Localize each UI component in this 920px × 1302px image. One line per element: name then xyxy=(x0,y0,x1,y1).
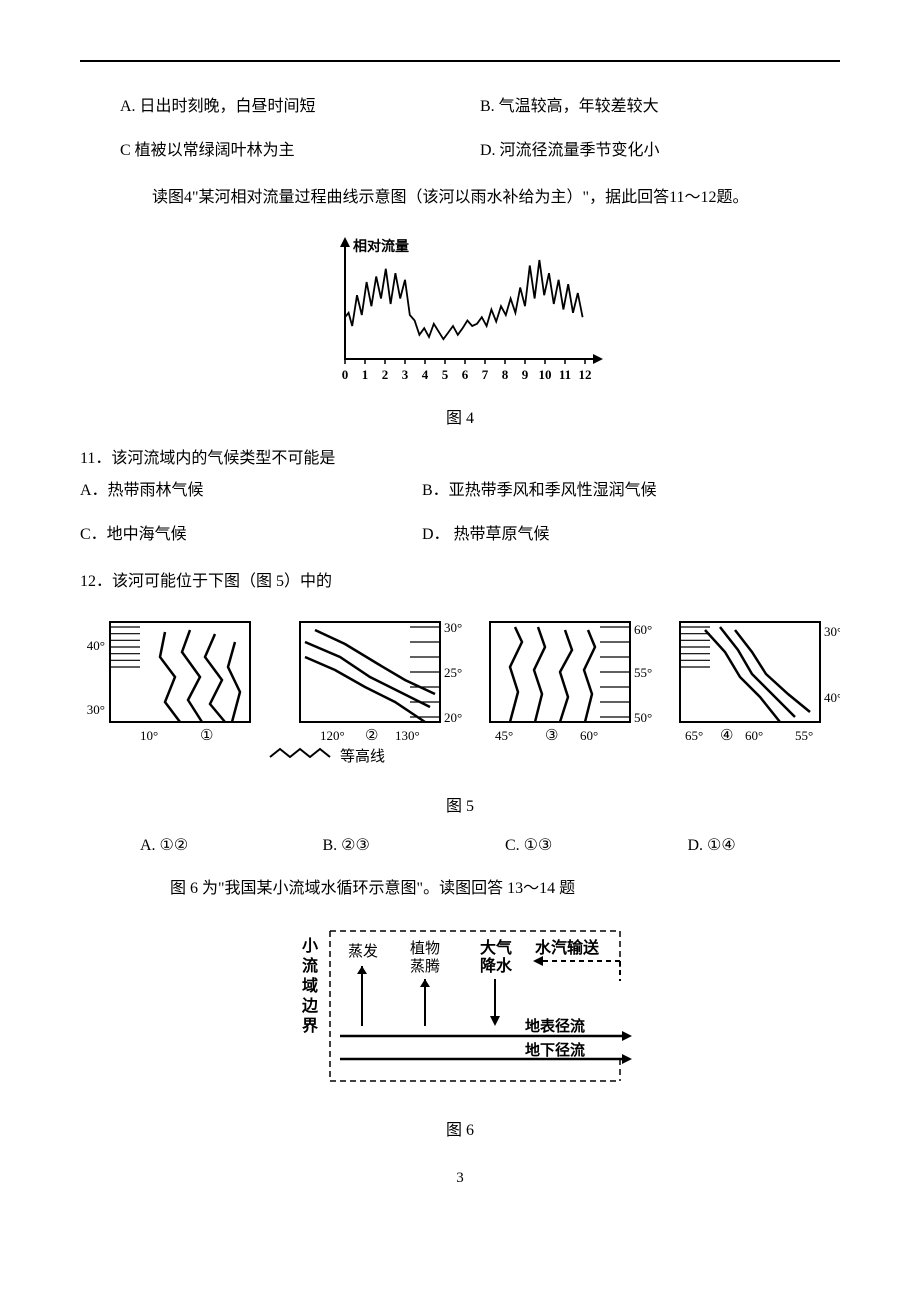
svg-text:8: 8 xyxy=(502,367,509,382)
figure-5-caption: 图 5 xyxy=(80,792,840,816)
svg-text:水汽输送: 水汽输送 xyxy=(535,938,600,957)
svg-text:蒸发: 蒸发 xyxy=(348,943,378,960)
q11-12-intro: 读图4"某河相对流量过程曲线示意图（该河以雨水补给为主）"，据此回答11～12题… xyxy=(80,181,840,215)
q12-option-c: C. ①③ xyxy=(475,830,658,862)
q11-row2: C．地中海气候 D． 热带草原气候 xyxy=(80,520,840,550)
svg-text:40°: 40° xyxy=(87,638,105,653)
svg-text:3: 3 xyxy=(402,367,409,382)
q10-option-b: B. 气温较高，年较差较大 xyxy=(480,92,840,122)
q11-option-a: A．热带雨林气候 xyxy=(80,476,422,506)
figure-4: 相对流量0123456789101112 xyxy=(80,224,840,394)
svg-text:4: 4 xyxy=(422,367,429,382)
figure-5: 40° 30° 10° ① 30° 25° 20° 120° 130° ② 60° 55° 50° 45°… xyxy=(80,612,840,782)
svg-text:12: 12 xyxy=(579,367,592,382)
svg-text:45°: 45° xyxy=(495,728,513,743)
svg-text:7: 7 xyxy=(482,367,489,382)
svg-text:65°: 65° xyxy=(685,728,703,743)
q10-option-d: D. 河流径流量季节变化小 xyxy=(480,136,840,166)
q11-row1: A．热带雨林气候 B．亚热带季风和季风性湿润气候 xyxy=(80,476,840,506)
svg-text:11: 11 xyxy=(559,367,571,382)
svg-text:30°: 30° xyxy=(444,620,462,635)
svg-text:植物: 植物 xyxy=(410,940,440,957)
figure-4-caption: 图 4 xyxy=(80,404,840,428)
svg-text:55°: 55° xyxy=(795,728,813,743)
svg-text:蒸腾: 蒸腾 xyxy=(410,958,440,975)
svg-text:1: 1 xyxy=(362,367,369,382)
svg-text:等高线: 等高线 xyxy=(340,747,385,765)
page-header-rule xyxy=(80,60,840,62)
svg-text:20°: 20° xyxy=(444,710,462,725)
svg-text:相对流量: 相对流量 xyxy=(353,238,409,255)
q12-option-d: D. ①④ xyxy=(658,830,841,862)
svg-text:④: ④ xyxy=(720,728,733,744)
svg-text:③: ③ xyxy=(545,728,558,744)
q11-option-d: D． 热带草原气候 xyxy=(422,520,840,550)
svg-text:60°: 60° xyxy=(580,728,598,743)
svg-text:10°: 10° xyxy=(140,728,158,743)
q13-14-intro: 图 6 为"我国某小流域水循环示意图"。读图回答 13～14 题 xyxy=(80,872,840,906)
q10-row1: A. 日出时刻晚，白昼时间短 B. 气温较高，年较差较大 xyxy=(80,92,840,122)
svg-text:2: 2 xyxy=(382,367,389,382)
figure-6-caption: 图 6 xyxy=(80,1116,840,1140)
svg-text:地下径流: 地下径流 xyxy=(525,1041,585,1059)
figure-6: 小流域边界 蒸发 植物蒸腾 大气降水 水汽输送地表径流地下径流 xyxy=(80,916,840,1106)
q10-option-c: C 植被以常绿阔叶林为主 xyxy=(80,136,480,166)
svg-text:130°: 130° xyxy=(395,728,420,743)
svg-text:边: 边 xyxy=(301,996,319,1015)
q12-options: A. ①② B. ②③ C. ①③ D. ①④ xyxy=(80,830,840,862)
svg-text:①: ① xyxy=(200,728,213,744)
q11-option-b: B．亚热带季风和季风性湿润气候 xyxy=(422,476,840,506)
svg-text:0: 0 xyxy=(342,367,349,382)
svg-text:50°: 50° xyxy=(634,710,652,725)
q12-option-b: B. ②③ xyxy=(293,830,476,862)
svg-text:40°: 40° xyxy=(824,690,840,705)
svg-text:界: 界 xyxy=(302,1017,318,1035)
svg-text:60°: 60° xyxy=(634,622,652,637)
svg-text:域: 域 xyxy=(302,976,318,995)
q12-option-a: A. ①② xyxy=(80,830,293,862)
svg-text:10: 10 xyxy=(539,367,552,382)
svg-text:120°: 120° xyxy=(320,728,345,743)
svg-text:流: 流 xyxy=(302,956,318,975)
q10-row2: C 植被以常绿阔叶林为主 D. 河流径流量季节变化小 xyxy=(80,136,840,166)
svg-text:25°: 25° xyxy=(444,665,462,680)
svg-text:55°: 55° xyxy=(634,665,652,680)
svg-text:6: 6 xyxy=(462,367,469,382)
page-number: 3 xyxy=(80,1170,840,1187)
svg-text:②: ② xyxy=(365,728,378,744)
svg-text:大气: 大气 xyxy=(480,938,512,957)
svg-text:30°: 30° xyxy=(824,624,840,639)
svg-text:5: 5 xyxy=(442,367,449,382)
svg-text:9: 9 xyxy=(522,367,529,382)
q12-stem: 12．该河可能位于下图（图 5）中的 xyxy=(80,565,840,599)
q11-stem: 11．该河流域内的气候类型不可能是 xyxy=(80,442,840,476)
q11-option-c: C．地中海气候 xyxy=(80,520,422,550)
svg-text:降水: 降水 xyxy=(480,956,513,975)
svg-text:小: 小 xyxy=(302,937,318,955)
svg-text:30°: 30° xyxy=(87,702,105,717)
svg-text:地表径流: 地表径流 xyxy=(525,1017,585,1035)
q10-option-a: A. 日出时刻晚，白昼时间短 xyxy=(80,92,480,122)
svg-text:60°: 60° xyxy=(745,728,763,743)
